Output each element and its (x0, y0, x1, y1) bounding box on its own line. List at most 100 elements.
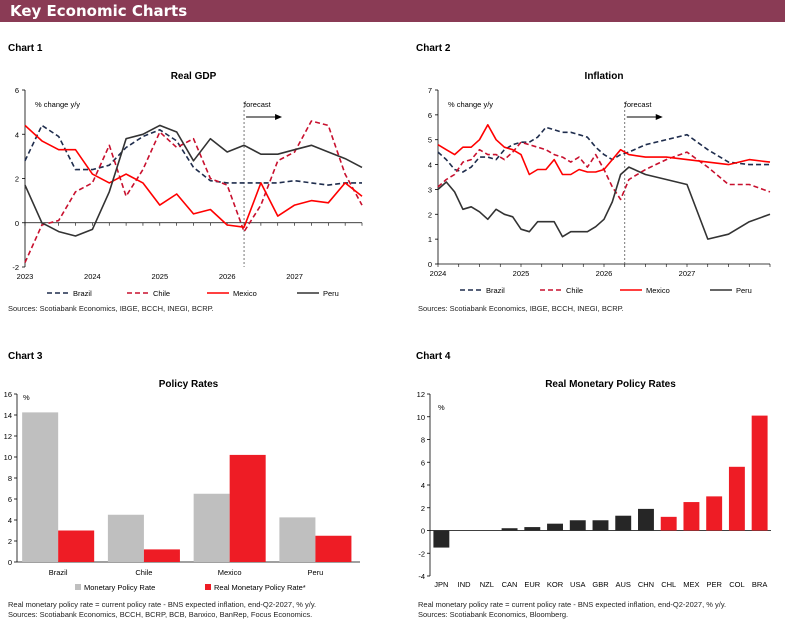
y-tick-label: 8 (8, 474, 12, 483)
chart-4-real-monetary-policy-rates: Real Monetary Policy Rates% -4 -2 0 2 4 6 8 10 12… (417, 379, 771, 589)
x-tick-label: IND (458, 580, 472, 589)
y-tick-label: 5 (428, 136, 432, 145)
bar-usa (569, 520, 586, 531)
legend-label-chile: Chile (153, 289, 170, 298)
legend-label-chile: Chile (566, 286, 583, 295)
y-tick-label: 10 (417, 413, 425, 422)
y-axis-label: % (438, 403, 445, 412)
y-tick-label: 14 (4, 411, 12, 420)
series-line-brazil (24, 124, 362, 186)
bar-can (501, 528, 518, 531)
chart-3-number: Chart 3 (8, 351, 43, 362)
x-tick-label: 2026 (219, 272, 236, 281)
x-tick-label: EUR (524, 580, 540, 589)
bar-peru-real-monetary-policy-rate (315, 535, 352, 562)
x-tick-label: CHL (661, 580, 676, 589)
series-line-mexico (24, 124, 363, 228)
chart-2-inflation: Inflation % change y/y 0 1 2 3 4 5 6 7 2024 2025 202… (428, 71, 771, 295)
x-tick-label: Peru (307, 568, 323, 577)
y-axis-label: % change y/y (35, 100, 80, 109)
y-tick-label: 16 (4, 390, 12, 399)
x-tick-label: USA (570, 580, 585, 589)
x-tick-label: Brazil (49, 568, 68, 577)
legend-label-monetary-policy-rate: Monetary Policy Rate (84, 583, 155, 592)
page-title: Key Economic Charts (10, 2, 188, 20)
x-tick-label: GBR (592, 580, 609, 589)
forecast-arrow-head (655, 114, 663, 120)
series-line-chile (437, 141, 771, 201)
bar-chile-real-monetary-policy-rate (143, 549, 180, 562)
y-tick-label: 2 (428, 210, 432, 219)
legend-swatch-real-monetary-policy-rate (205, 584, 211, 590)
y-tick-label: 3 (428, 185, 432, 194)
x-tick-label: JPN (434, 580, 448, 589)
bar-jpn (433, 530, 450, 548)
x-tick-label: 2026 (596, 269, 613, 278)
y-axis-label: % change y/y (448, 100, 493, 109)
chart-3-source-line-2: Sources: Scotiabank Economics, BCCH, BCR… (8, 610, 313, 619)
y-tick-label: 6 (8, 495, 12, 504)
chart-title: Real GDP (171, 71, 217, 82)
bar-mexico-real-monetary-policy-rate (229, 454, 266, 562)
y-tick-label: 10 (4, 453, 12, 462)
x-tick-label: 2024 (430, 269, 447, 278)
legend-label-brazil: Brazil (73, 289, 92, 298)
x-tick-label: PER (706, 580, 722, 589)
y-tick-label: 6 (428, 111, 432, 120)
bar-chl (660, 516, 677, 531)
x-tick-label: 2023 (17, 272, 34, 281)
x-tick-label: 2027 (286, 272, 303, 281)
chart-2-source: Sources: Scotiabank Economics, IBGE, BCC… (418, 304, 624, 313)
chart-4-source-line-2: Sources: Scotiabank Economics, Bloomberg… (418, 610, 569, 619)
y-tick-label: -2 (418, 549, 425, 558)
x-tick-label: Chile (135, 568, 152, 577)
x-tick-label: NZL (480, 580, 494, 589)
y-tick-label: 2 (8, 537, 12, 546)
bar-chn (638, 508, 654, 531)
forecast-label: forecast (244, 100, 272, 109)
chart-1-number: Chart 1 (8, 43, 43, 54)
y-tick-label: 4 (428, 161, 432, 170)
x-tick-label: 2025 (513, 269, 530, 278)
legend-label-brazil: Brazil (486, 286, 505, 295)
y-tick-label: 0 (428, 260, 432, 269)
legend-label-peru: Peru (323, 289, 339, 298)
x-tick-label: 2025 (151, 272, 168, 281)
legend-label-peru: Peru (736, 286, 752, 295)
series-line-chile (24, 120, 363, 263)
x-tick-label: MEX (683, 580, 699, 589)
bar-eur (524, 527, 541, 531)
y-tick-label: 6 (15, 86, 19, 95)
chart-title: Policy Rates (159, 379, 219, 390)
y-tick-label: 12 (4, 432, 12, 441)
forecast-label: forecast (625, 100, 653, 109)
chart-2-number: Chart 2 (416, 43, 451, 54)
y-tick-label: 1 (428, 235, 432, 244)
y-tick-label: 7 (428, 86, 432, 95)
chart-1-source: Sources: Scotiabank Economics, IBGE, BCC… (8, 304, 214, 313)
x-tick-label: 2027 (679, 269, 696, 278)
y-tick-label: 4 (8, 516, 12, 525)
y-tick-label: 2 (421, 504, 425, 513)
chart-4-source-line-1: Real monetary policy rate = current poli… (418, 600, 727, 609)
x-tick-label: KOR (547, 580, 564, 589)
y-tick-label: 0 (8, 558, 12, 567)
bar-brazil-monetary-policy-rate (22, 412, 59, 562)
legend-label-mexico: Mexico (646, 286, 670, 295)
series-line-brazil (437, 126, 770, 173)
legend-label-mexico: Mexico (233, 289, 257, 298)
x-tick-label: BRA (752, 580, 767, 589)
y-tick-label: 12 (417, 390, 425, 399)
y-axis-label: % (23, 393, 30, 402)
legend-swatch-monetary-policy-rate (75, 584, 81, 590)
series-line-peru (24, 124, 363, 237)
y-tick-label: 6 (421, 458, 425, 467)
x-tick-label: AUS (616, 580, 631, 589)
chart-3-source-line-1: Real monetary policy rate = current poli… (8, 600, 317, 609)
chart-title: Inflation (585, 71, 624, 82)
x-tick-label: COL (729, 580, 744, 589)
y-tick-label: -2 (12, 263, 19, 272)
bar-aus (615, 515, 632, 531)
x-tick-label: CAN (502, 580, 518, 589)
forecast-arrow-head (275, 114, 283, 120)
